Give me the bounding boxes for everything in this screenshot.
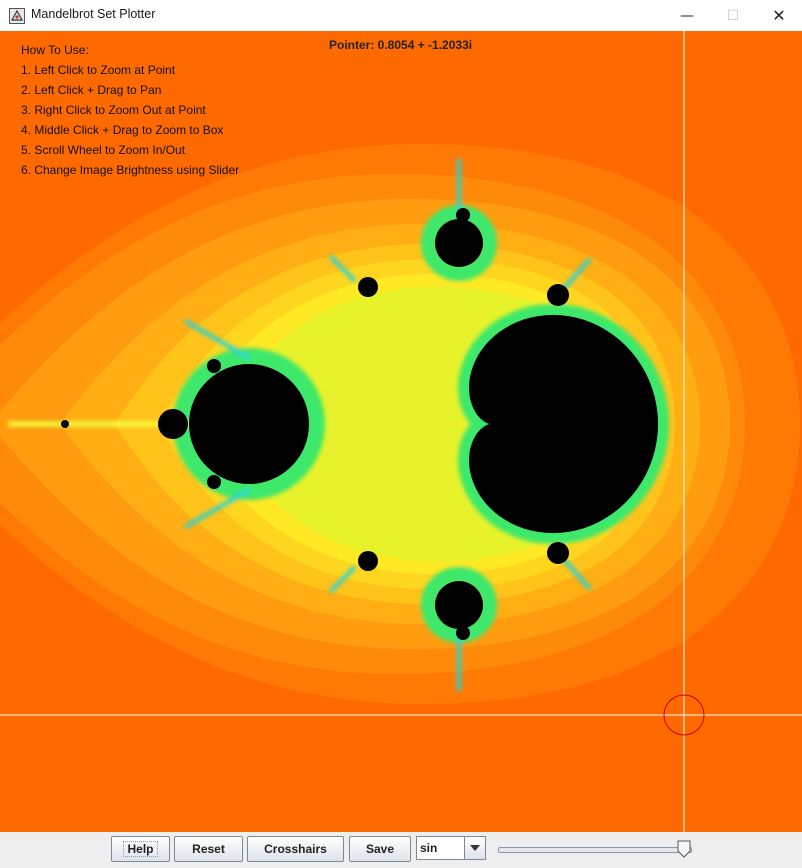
crosshairs-button[interactable]: Crosshairs bbox=[247, 836, 344, 862]
title-bar: Mandelbrot Set Plotter — ☐ ✕ bbox=[0, 0, 802, 31]
fractal-color-bands bbox=[0, 144, 800, 704]
bottom-toolbar: Help Reset Crosshairs Save sin bbox=[0, 832, 802, 868]
pointer-readout: Pointer: 0.8054 + -1.2033i bbox=[329, 38, 473, 52]
minor-bulb bbox=[547, 542, 569, 564]
edge-spike bbox=[328, 254, 357, 283]
minor-bulb bbox=[358, 277, 378, 297]
instruction-line: 1. Left Click to Zoom at Point bbox=[21, 63, 176, 77]
mandelbrot-canvas[interactable]: How To Use: 1. Left Click to Zoom at Poi… bbox=[0, 31, 802, 832]
bottom-bulb bbox=[435, 581, 483, 629]
edge-spike bbox=[183, 319, 251, 360]
top-bulb bbox=[435, 219, 483, 267]
period-4-bulb bbox=[158, 409, 188, 439]
instruction-line: 6. Change Image Brightness using Slider bbox=[21, 163, 240, 177]
function-select[interactable]: sin bbox=[416, 836, 486, 860]
help-button-label: Help bbox=[123, 841, 158, 857]
minor-bulb bbox=[207, 359, 221, 373]
reset-button[interactable]: Reset bbox=[174, 836, 243, 862]
edge-spike bbox=[183, 488, 251, 529]
minor-bulb bbox=[576, 337, 588, 349]
brightness-slider[interactable] bbox=[498, 847, 692, 853]
fractal-image[interactable] bbox=[0, 31, 802, 832]
instruction-line: 5. Scroll Wheel to Zoom In/Out bbox=[21, 143, 186, 157]
instruction-line: 4. Middle Click + Drag to Zoom to Box bbox=[21, 123, 224, 137]
mandelbrot-set-interior bbox=[61, 208, 658, 640]
main-cardioid bbox=[469, 314, 658, 534]
instructions-panel: How To Use: 1. Left Click to Zoom at Poi… bbox=[21, 40, 239, 180]
instruction-line: 2. Left Click + Drag to Pan bbox=[21, 83, 162, 97]
save-button[interactable]: Save bbox=[349, 836, 411, 862]
window-title: Mandelbrot Set Plotter bbox=[31, 7, 156, 21]
period-2-bulb bbox=[189, 364, 309, 484]
maximize-icon[interactable]: ☐ bbox=[726, 7, 740, 24]
minor-bulb bbox=[207, 475, 221, 489]
minor-bulb bbox=[456, 208, 470, 222]
cursor-circle-icon bbox=[663, 694, 705, 736]
brightness-slider-thumb[interactable] bbox=[677, 840, 691, 858]
minor-bulb bbox=[456, 626, 470, 640]
crosshairs bbox=[0, 31, 802, 832]
instructions-title: How To Use: bbox=[21, 43, 89, 57]
help-button[interactable]: Help bbox=[111, 836, 170, 862]
java-app-icon bbox=[9, 8, 25, 24]
close-icon[interactable]: ✕ bbox=[772, 6, 786, 25]
edge-spike bbox=[328, 565, 357, 594]
minor-bulb bbox=[358, 551, 378, 571]
chevron-down-icon[interactable] bbox=[464, 837, 485, 859]
function-select-value: sin bbox=[420, 841, 438, 855]
instruction-line: 3. Right Click to Zoom Out at Point bbox=[21, 103, 206, 117]
minor-bulb bbox=[576, 499, 588, 511]
minibrot bbox=[61, 420, 69, 428]
minimize-icon[interactable]: — bbox=[680, 7, 694, 24]
minor-bulb bbox=[547, 284, 569, 306]
